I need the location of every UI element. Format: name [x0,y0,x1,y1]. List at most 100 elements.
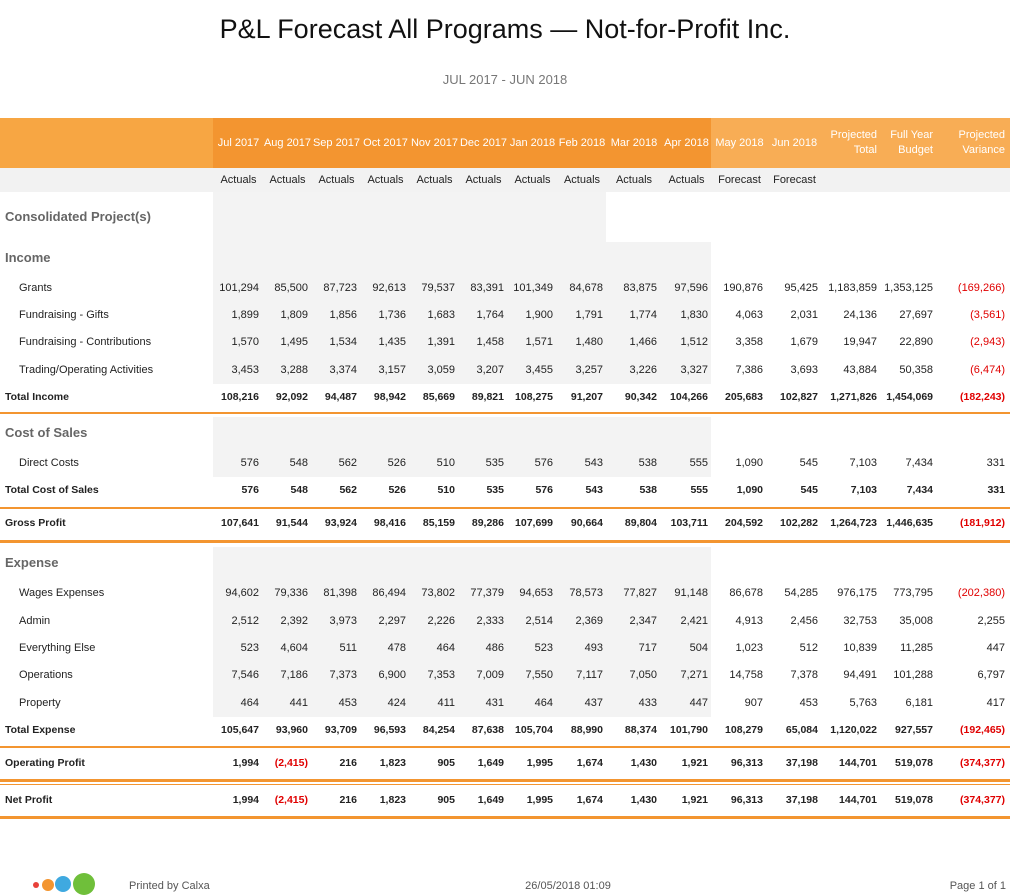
cell-value: 190,876 [723,282,763,294]
cell-value: 95,425 [784,282,818,294]
cell-value: 101,288 [893,669,933,681]
cell-value: (2,943) [970,336,1005,348]
cell-value: 3,374 [329,364,357,376]
cell-value: 79,336 [274,587,308,599]
cell-value: 3,455 [525,364,553,376]
cell-value: 545 [800,484,818,496]
cell-value: 7,103 [850,484,877,496]
cell-value: 717 [638,642,657,654]
cell-value: 86,678 [729,587,763,599]
column-note: Actuals [367,174,404,186]
cell-value: 510 [437,484,455,496]
cell-value: 523 [240,642,259,654]
cell-value: 4,604 [280,642,308,654]
column-header: Jun 2018 [771,136,818,149]
cell-value: 88,374 [624,724,657,736]
cell-value: 19,947 [843,336,877,348]
cell-value: 7,434 [905,457,933,469]
cell-value: 1,435 [378,336,406,348]
logo-dot-blue [55,876,71,892]
cell-value: 1,856 [329,309,357,321]
project-name: Consolidated Project(s) [5,209,151,224]
cell-value: 526 [387,457,406,469]
divider [0,412,1010,414]
cell-value: 7,434 [906,484,933,496]
cell-value: 144,701 [839,757,877,769]
cell-value: 453 [338,697,357,709]
cell-value: 562 [338,457,357,469]
cell-value: 103,711 [670,517,708,529]
cell-value: 523 [534,642,553,654]
cell-value: 1,264,723 [830,517,877,529]
cell-value: 88,990 [570,724,603,736]
column-note: Forecast [773,174,816,186]
header-band-forecast [711,118,1010,168]
cell-value: 510 [436,457,455,469]
cell-value: 7,117 [576,669,603,681]
cell-value: 102,827 [780,391,818,403]
cell-value: (202,380) [957,587,1005,599]
cell-value: 87,723 [323,282,357,294]
row-label: Everything Else [19,642,96,654]
column-header: Jan 2018 [509,136,556,149]
cell-value: 6,900 [378,669,406,681]
cell-value: 1,570 [231,336,259,348]
cell-value: 98,942 [373,391,406,403]
cell-value: 216 [339,757,357,769]
cell-value: 43,884 [843,364,877,376]
cell-value: 2,297 [378,615,406,627]
cell-value: 2,226 [427,615,455,627]
cell-value: 1,900 [525,309,553,321]
cell-value: 535 [486,484,504,496]
cell-value: 538 [639,484,657,496]
cell-value: 108,216 [221,391,259,403]
cell-value: 3,453 [231,364,259,376]
cell-value: 32,753 [843,615,877,627]
cell-value: 417 [986,697,1005,709]
cell-value: 411 [437,697,455,709]
cell-value: 1,830 [680,309,708,321]
cell-value: 24,136 [843,309,877,321]
cell-value: 1,480 [575,336,603,348]
cell-value: 83,391 [470,282,504,294]
cell-value: 3,693 [790,364,818,376]
header-band-label [0,118,213,168]
column-header: May 2018 [715,136,764,149]
cell-value: 7,378 [790,669,818,681]
actuals-shade [213,417,711,477]
cell-value: 1,736 [378,309,406,321]
column-note: Actuals [514,174,551,186]
cell-value: 2,369 [575,615,603,627]
cell-value: 84,254 [422,724,455,736]
cell-value: 576 [534,457,553,469]
subheader-band [0,168,1010,192]
cell-value: 108,275 [515,391,553,403]
cell-value: (2,415) [274,794,308,806]
cell-value: 2,347 [629,615,657,627]
cell-value: 437 [584,697,603,709]
cell-value: 7,546 [231,669,259,681]
total-label: Gross Profit [5,517,66,529]
cell-value: 90,342 [624,391,657,403]
cell-value: 7,353 [427,669,455,681]
cell-value: 102,282 [780,517,818,529]
cell-value: 1,674 [576,794,603,806]
cell-value: 216 [339,794,357,806]
cell-value: 89,821 [471,391,504,403]
cell-value: 50,358 [899,364,933,376]
divider [0,507,1010,509]
total-label: Operating Profit [5,757,85,769]
cell-value: 37,198 [785,794,818,806]
cell-value: 512 [799,642,818,654]
total-label: Total Income [5,391,69,403]
cell-value: 576 [240,457,259,469]
cell-value: (3,561) [970,309,1005,321]
cell-value: (374,377) [960,794,1005,806]
actuals-shade [213,547,711,717]
cell-value: 101,790 [670,724,708,736]
cell-value: 3,157 [378,364,406,376]
column-header: Dec 2017 [459,136,508,149]
cell-value: 907 [744,697,763,709]
cell-value: 555 [689,457,708,469]
column-header: Full Year Budget [890,129,933,156]
